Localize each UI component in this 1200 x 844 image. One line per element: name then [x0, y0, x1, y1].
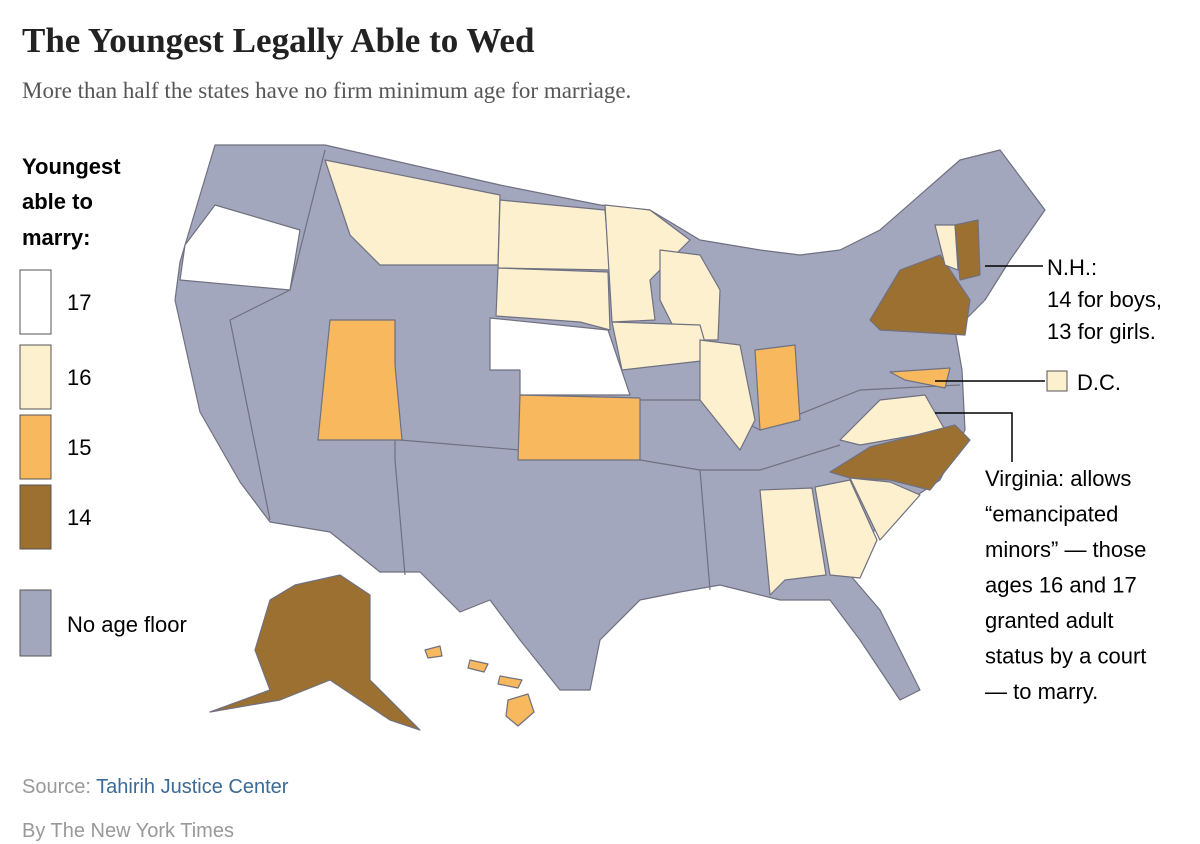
state [495, 267, 611, 331]
title: The Youngest Legally Able to Wed [22, 21, 535, 60]
state-borders [699, 469, 711, 591]
state [505, 693, 535, 727]
state [759, 487, 827, 596]
credit: By The New York Times [22, 820, 234, 842]
legend-title: Youngest [22, 154, 121, 179]
annotation: granted adult [985, 608, 1113, 633]
legend-label: 17 [67, 290, 91, 315]
legend-title: able to [22, 189, 93, 214]
legend-label: 15 [67, 435, 91, 460]
annotation: Virginia: allows [985, 466, 1131, 491]
state [869, 254, 971, 336]
annotation: N.H.: [1047, 255, 1097, 280]
state [317, 319, 403, 441]
legend-swatch [19, 589, 52, 657]
annotation: 13 for girls. [1047, 319, 1156, 344]
annotation: ages 16 and 17 [985, 573, 1137, 598]
state [699, 339, 756, 451]
state-borders [229, 149, 326, 521]
annotation: 14 for boys, [1047, 287, 1162, 312]
state [179, 204, 301, 291]
state [849, 477, 921, 541]
annotation: D.C. [1077, 370, 1121, 395]
annotation: minors” — those [985, 537, 1146, 562]
state [209, 574, 421, 731]
source-link[interactable]: Tahirih Justice Center [96, 776, 289, 798]
annotation: status by a court [985, 644, 1146, 669]
leader-line [935, 412, 1013, 462]
state [659, 249, 721, 341]
state [814, 479, 878, 579]
virginia-note: Virginia: allows “emancipated minors” — th… [985, 466, 1146, 704]
annotation: “emancipated [985, 502, 1118, 527]
dc-swatch [1046, 370, 1068, 392]
state [934, 224, 959, 271]
state [467, 659, 489, 673]
source-label: Source: [22, 776, 91, 798]
subtitle: More than half the states have no firm m… [22, 78, 631, 103]
legend-swatch [19, 269, 52, 335]
state [497, 675, 523, 689]
annotations: N.H.: 14 for boys, 13 for girls. D.C. Vi… [935, 255, 1162, 704]
source: Source: Tahirih Justice Center [22, 776, 289, 798]
legend-swatch [19, 414, 52, 480]
legend: 17 16 15 14 No age floor [19, 269, 187, 657]
legend-label: No age floor [67, 612, 187, 637]
legend-label: 16 [67, 365, 91, 390]
state [497, 199, 611, 271]
state [954, 219, 981, 281]
state [889, 367, 951, 389]
legend-swatch [19, 344, 52, 410]
legend-swatch [19, 484, 52, 550]
state [324, 159, 501, 266]
state [517, 394, 641, 461]
state [754, 344, 801, 431]
legend-title: marry: [22, 225, 90, 250]
annotation: — to marry. [985, 679, 1098, 704]
legend-label: 14 [67, 505, 91, 530]
state [424, 645, 443, 659]
map [174, 144, 1046, 731]
